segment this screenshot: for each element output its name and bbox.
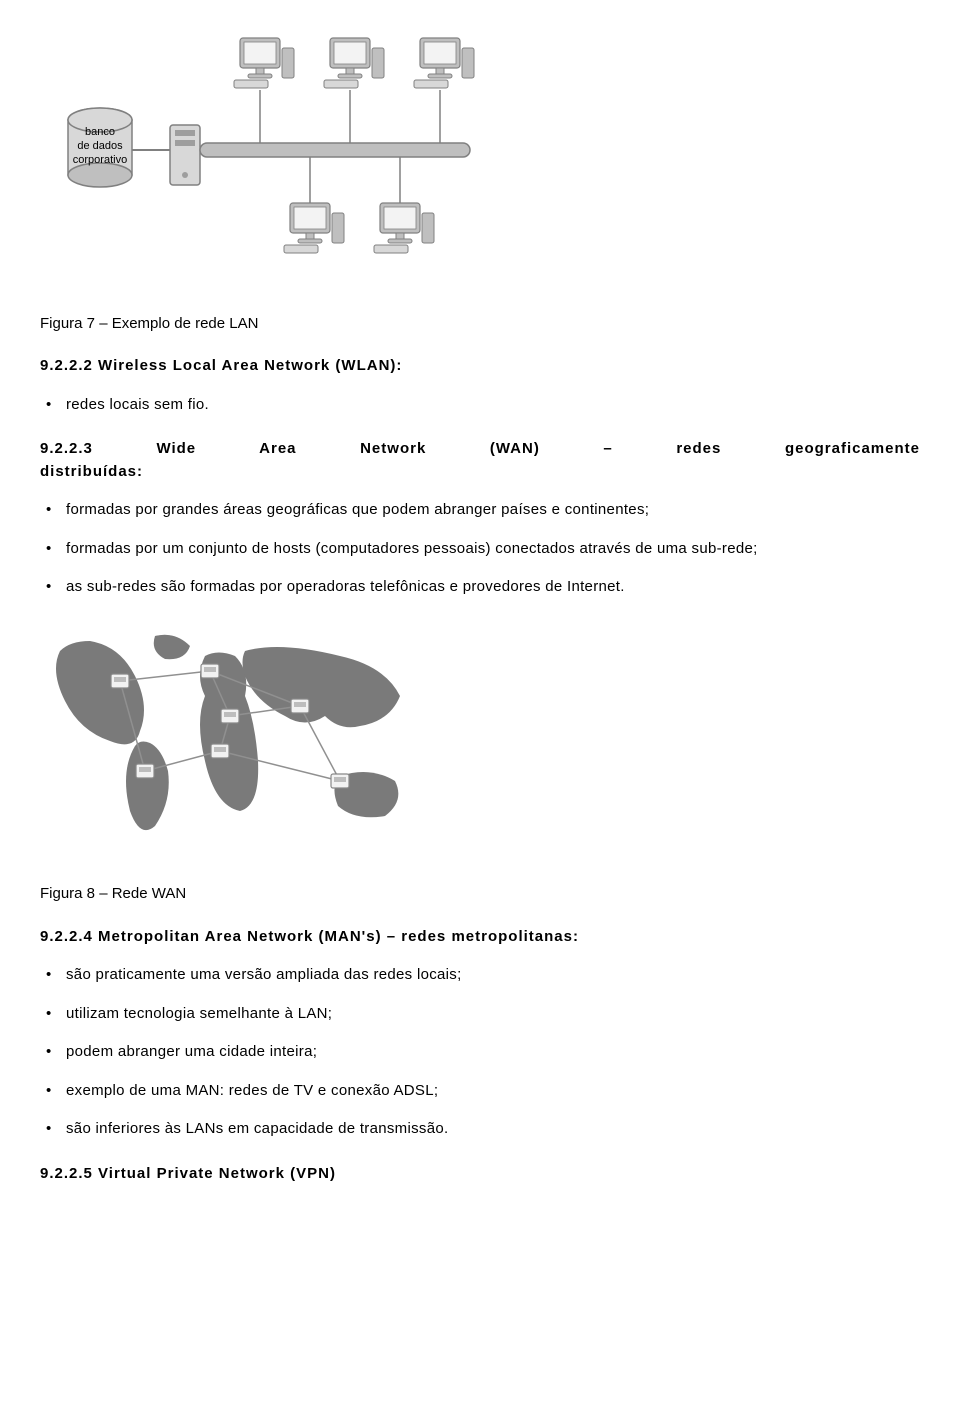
list-item: podem abranger uma cidade inteira; xyxy=(40,1041,920,1064)
list-item: utilizam tecnologia semelhante à LAN; xyxy=(40,1003,920,1026)
heading-wan-line2: distribuídas: xyxy=(40,463,143,480)
wan-figure xyxy=(40,621,920,859)
figure7-caption: Figura 7 – Exemplo de rede LAN xyxy=(40,313,920,336)
list-item: formadas por grandes áreas geográficas q… xyxy=(40,499,920,522)
wan-list: formadas por grandes áreas geográficas q… xyxy=(40,499,920,599)
lan-diagram: banco de dados corporativo xyxy=(40,30,480,280)
list-item: formadas por um conjunto de hosts (compu… xyxy=(40,538,920,561)
man-list: são praticamente uma versão ampliada das… xyxy=(40,964,920,1141)
list-item: redes locais sem fio. xyxy=(40,394,920,417)
heading-vpn: 9.2.2.5 Virtual Private Network (VPN) xyxy=(40,1163,920,1186)
wlan-list: redes locais sem fio. xyxy=(40,394,920,417)
svg-text:de dados: de dados xyxy=(77,140,123,152)
heading-wlan: 9.2.2.2 Wireless Local Area Network (WLA… xyxy=(40,355,920,378)
list-item: as sub-redes são formadas por operadoras… xyxy=(40,576,920,599)
svg-text:corporativo: corporativo xyxy=(73,154,127,166)
heading-man: 9.2.2.4 Metropolitan Area Network (MAN's… xyxy=(40,926,920,949)
list-item: exemplo de uma MAN: redes de TV e conexã… xyxy=(40,1080,920,1103)
lan-figure: banco de dados corporativo xyxy=(40,30,920,288)
heading-wan: 9.2.2.3 Wide Area Network (WAN) – redes … xyxy=(40,438,920,483)
list-item: são praticamente uma versão ampliada das… xyxy=(40,964,920,987)
wan-diagram xyxy=(40,621,430,851)
heading-wan-line1: 9.2.2.3 Wide Area Network (WAN) – redes … xyxy=(40,438,920,461)
figure8-caption: Figura 8 – Rede WAN xyxy=(40,883,920,906)
svg-text:banco: banco xyxy=(85,126,115,138)
list-item: são inferiores às LANs em capacidade de … xyxy=(40,1118,920,1141)
